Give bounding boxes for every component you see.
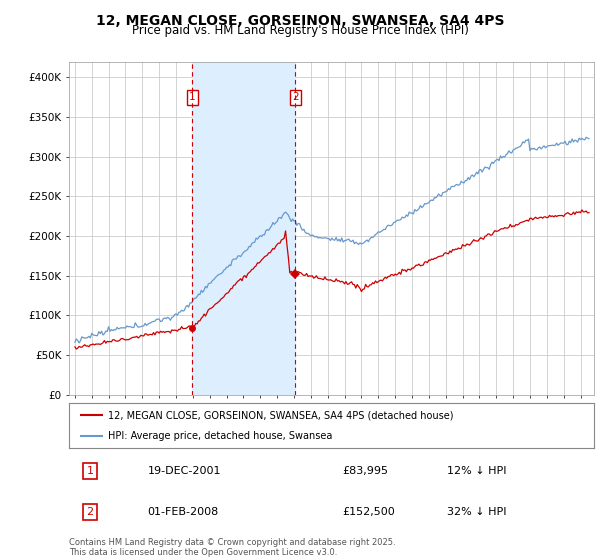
Text: 2: 2: [292, 92, 299, 102]
Text: Price paid vs. HM Land Registry's House Price Index (HPI): Price paid vs. HM Land Registry's House …: [131, 24, 469, 37]
Text: 12% ↓ HPI: 12% ↓ HPI: [447, 466, 506, 476]
Text: 12, MEGAN CLOSE, GORSEINON, SWANSEA, SA4 4PS: 12, MEGAN CLOSE, GORSEINON, SWANSEA, SA4…: [96, 14, 504, 28]
Bar: [193, 62, 295, 395]
Text: £83,995: £83,995: [342, 466, 388, 476]
Text: HPI: Average price, detached house, Swansea: HPI: Average price, detached house, Swan…: [109, 431, 333, 441]
Text: £152,500: £152,500: [342, 507, 395, 517]
Text: Contains HM Land Registry data © Crown copyright and database right 2025.
This d: Contains HM Land Registry data © Crown c…: [69, 538, 395, 557]
Text: 01-FEB-2008: 01-FEB-2008: [148, 507, 219, 517]
Text: 19-DEC-2001: 19-DEC-2001: [148, 466, 221, 476]
Text: 1: 1: [86, 466, 94, 476]
Text: 12, MEGAN CLOSE, GORSEINON, SWANSEA, SA4 4PS (detached house): 12, MEGAN CLOSE, GORSEINON, SWANSEA, SA4…: [109, 410, 454, 421]
Text: 1: 1: [189, 92, 196, 102]
Text: 2: 2: [86, 507, 94, 517]
Text: 32% ↓ HPI: 32% ↓ HPI: [447, 507, 506, 517]
